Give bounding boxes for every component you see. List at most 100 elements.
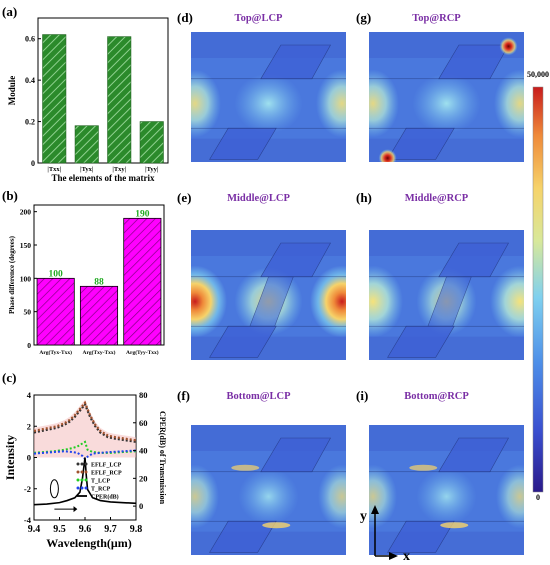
field-map-d: (d) Top@LCP: [177, 10, 346, 162]
x-arrow-head: [389, 552, 398, 560]
x-tick-label: 9.5: [53, 524, 66, 535]
bar: [123, 217, 162, 346]
field-hotspot: [494, 69, 524, 138]
map-title-d: Top@LCP: [235, 13, 283, 24]
field-map-i: (i) Bottom@RCP: [356, 388, 524, 555]
y-axis-label: y: [360, 509, 367, 524]
y2-tick-label: 60: [139, 418, 148, 428]
x-tick-label: |Tyy|: [145, 166, 158, 173]
legend-marker: [76, 478, 80, 482]
field-hotspot: [191, 69, 221, 138]
field-maps: (d) Top@LCP (g) Top@RCP (e) Middle@LCP (h) Midd…: [177, 10, 524, 555]
module-bar-chart: 0 0.2 0.4 0.6 |Txx| |Tyx| |Txy| |Tyy| Module The …: [7, 17, 169, 183]
field-hotspot: [318, 464, 346, 529]
x-axis-label: The elements of the matrix: [52, 173, 155, 183]
panel-label-c: (c): [2, 370, 16, 385]
y-tick-label: 0.4: [25, 76, 35, 85]
bar-value-label: 190: [135, 209, 150, 219]
field-hotspot: [496, 464, 524, 529]
field-hotspot: [191, 265, 227, 338]
legend-marker: [80, 470, 84, 474]
bar: [79, 285, 119, 346]
x-tick-label: |Tyx|: [80, 166, 93, 173]
map-title-i: Bottom@RCP: [404, 391, 469, 402]
y-tick-label: 50: [24, 308, 32, 317]
y-axis-label: Intensity: [3, 435, 17, 480]
map-content: [191, 32, 346, 162]
field-hotspot: [378, 149, 397, 162]
y-tick-label: 0.6: [25, 35, 35, 44]
panel-label-i: (i): [356, 388, 368, 403]
field-hotspot: [409, 464, 438, 471]
y-tick-label: 0: [31, 159, 35, 168]
panel-label-f: (f): [177, 388, 190, 403]
bar-value-label: 88: [94, 277, 104, 287]
field-hotspot: [412, 73, 481, 134]
series-line: [33, 400, 137, 442]
legend-marker: [84, 478, 88, 482]
legend-marker: [84, 486, 88, 490]
map-content: [369, 32, 524, 162]
y-tick-label: 0.2: [25, 118, 35, 127]
field-hotspot: [191, 464, 219, 529]
field-hotspot: [369, 69, 399, 138]
plot-frame: [37, 17, 169, 164]
field-hotspot: [490, 265, 524, 338]
panel-label-e: (e): [177, 190, 191, 205]
x-tick-label: 9.8: [130, 524, 143, 535]
y-tick-label: -4: [24, 515, 32, 525]
legend-label: T_RCP: [91, 487, 111, 493]
series-line: [33, 457, 137, 506]
x-tick-label: Arg(Tyy-Txx): [126, 349, 159, 356]
panel-label-b: (b): [2, 188, 18, 203]
legend-label: CPER(dB): [91, 494, 119, 501]
y2-tick-label: 80: [139, 390, 148, 400]
y2-tick-label: 0: [139, 501, 143, 511]
legend-marker: [84, 470, 88, 474]
legend-marker: [76, 462, 80, 466]
legend-marker: [76, 470, 80, 474]
x-tick-label: Arg(Tyx-Txx): [39, 349, 72, 356]
y-axis-label: Phase difference (degrees): [8, 235, 16, 314]
field-hotspot: [440, 522, 469, 529]
coordinate-axes: y x: [360, 505, 410, 564]
map-content: [369, 230, 524, 360]
legend-marker: [76, 486, 80, 490]
field-hotspot: [316, 69, 346, 138]
x-tick-label: 9.4: [28, 524, 41, 535]
y2-tick-label: 40: [139, 446, 148, 456]
y-tick-label: 100: [20, 274, 32, 283]
y-axis-label: Module: [7, 76, 17, 106]
field-hotspot: [231, 464, 260, 471]
x-tick-label: 9.7: [104, 524, 117, 535]
legend-label: EFLF_RCP: [91, 471, 122, 477]
series-line: [33, 402, 137, 443]
panel-label-d: (d): [177, 10, 193, 25]
annotation-arrow-head: [73, 506, 78, 513]
map-content: [191, 230, 346, 360]
legend-marker: [80, 486, 84, 490]
map-title-f: Bottom@LCP: [226, 391, 291, 402]
panel-label-a: (a): [2, 4, 17, 19]
eflf-fill: [34, 399, 136, 458]
colorbar-min-label: 0: [536, 493, 540, 502]
field-hotspot: [234, 73, 303, 134]
map-title-g: Top@RCP: [412, 13, 461, 24]
bar: [36, 277, 75, 346]
bar: [74, 125, 99, 164]
x-tick-label: |Txx|: [47, 166, 61, 173]
y-tick-label: 2: [27, 421, 31, 431]
colorbar-gradient: [532, 86, 544, 493]
panel-label-h: (h): [356, 190, 372, 205]
bar: [42, 34, 67, 164]
field-hotspot: [310, 265, 346, 338]
x-axis-label: x: [403, 549, 410, 564]
legend-marker: [84, 462, 88, 466]
map-content: [191, 425, 346, 555]
field-hotspot: [238, 468, 299, 525]
x-tick-label: Arg(Txy-Txx): [83, 349, 116, 356]
field-map-e: (e) Middle@LCP: [177, 190, 346, 360]
y-tick-label: 0: [27, 453, 31, 463]
